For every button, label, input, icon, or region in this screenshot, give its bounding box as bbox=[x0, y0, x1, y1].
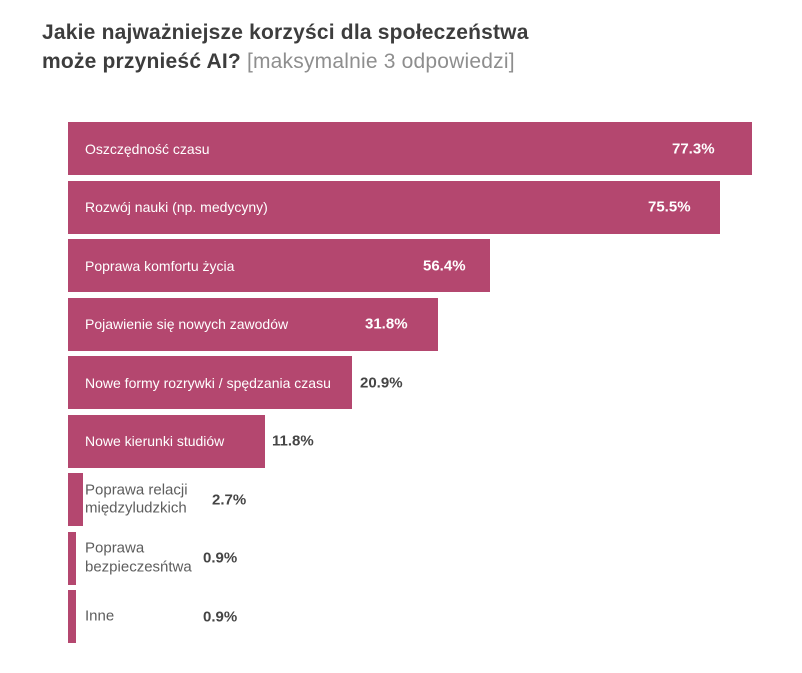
title-line-1: Jakie najważniejsze korzyści dla społecz… bbox=[42, 21, 529, 44]
bar bbox=[68, 122, 752, 175]
bar bbox=[68, 590, 76, 643]
bar-category-label: Nowe kierunki studiów bbox=[85, 433, 225, 449]
bar-category-label: Poprawa komfortu życia bbox=[85, 257, 235, 274]
bar-value-label: 11.8% bbox=[272, 432, 314, 450]
title-line-2: może przynieść AI? [maksymalnie 3 odpowi… bbox=[42, 47, 802, 76]
bar bbox=[68, 356, 352, 409]
bar-row: Poprawa relacji międzyludzkich 2.7% bbox=[68, 473, 802, 526]
title-question-bold: może przynieść AI? bbox=[42, 50, 241, 73]
bar-value-label: 2.7% bbox=[212, 491, 247, 508]
bar-value-label: 75.5% bbox=[648, 198, 691, 216]
bar-value-label: 77.3% bbox=[672, 140, 715, 157]
bar-category-label: Rozwój nauki (np. medycyny) bbox=[85, 199, 268, 215]
bar-category-label: Oszczędność czasu bbox=[85, 140, 210, 157]
bar bbox=[68, 473, 83, 526]
bar bbox=[68, 531, 76, 585]
bar-value-label: 56.4% bbox=[423, 257, 466, 274]
bar bbox=[68, 239, 490, 292]
bar-category-label: Inne bbox=[85, 607, 115, 625]
bar bbox=[68, 297, 438, 351]
title-note: [maksymalnie 3 odpowiedzi] bbox=[246, 50, 515, 73]
bar bbox=[68, 414, 265, 468]
bar bbox=[68, 180, 720, 234]
bar-row: Poprawa bezpieczesńtwa 0.9% bbox=[68, 531, 802, 585]
bar-value-label: 0.9% bbox=[203, 608, 238, 625]
bar-row: Inne 0.9% bbox=[68, 590, 802, 643]
bar-category-label: Poprawa bezpieczesńtwa bbox=[85, 539, 192, 575]
bar-category-label: Nowe formy rozrywki / spędzania czasu bbox=[85, 374, 331, 391]
bar-row: Rozwój nauki (np. medycyny) 75.5% bbox=[68, 180, 802, 234]
bar-row: Nowe formy rozrywki / spędzania czasu 20.… bbox=[68, 356, 802, 409]
page-title: Jakie najważniejsze korzyści dla społecz… bbox=[42, 18, 802, 76]
chart-page: Jakie najważniejsze korzyści dla społecz… bbox=[0, 18, 802, 673]
bar-row: Poprawa komfortu życia 56.4% bbox=[68, 239, 802, 292]
bar-chart: Oszczędność czasu 77.3% Rozwój nauki (np. … bbox=[68, 122, 802, 643]
bar-value-label: 20.9% bbox=[360, 374, 403, 391]
bar-value-label: 0.9% bbox=[203, 549, 238, 567]
bar-row: Nowe kierunki studiów 11.8% bbox=[68, 414, 802, 468]
bar-category-label: Pojawienie się nowych zawodów bbox=[85, 316, 289, 332]
bar-row: Oszczędność czasu 77.3% bbox=[68, 122, 802, 175]
bar-row: Pojawienie się nowych zawodów 31.8% bbox=[68, 297, 802, 351]
bar-category-label: Poprawa relacji międzyludzkich bbox=[85, 480, 188, 517]
bar-value-label: 31.8% bbox=[365, 315, 408, 333]
